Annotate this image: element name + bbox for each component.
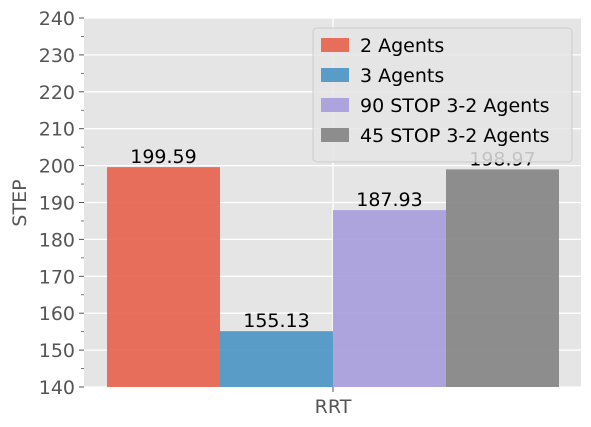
legend-swatch — [321, 68, 349, 82]
legend-box — [312, 27, 573, 163]
y-tick-label: 200 — [39, 156, 75, 178]
x-axis-ticks: RRT — [315, 387, 352, 418]
bar — [333, 210, 446, 387]
x-tick-label: RRT — [315, 396, 352, 418]
legend-swatch — [321, 98, 349, 112]
bars — [107, 167, 559, 387]
y-tick-label: 160 — [39, 303, 75, 325]
y-tick-label: 170 — [39, 266, 75, 288]
legend-label: 90 STOP 3-2 Agents — [360, 95, 550, 117]
bar — [446, 169, 559, 387]
bar — [107, 167, 220, 387]
legend-swatch — [321, 38, 349, 52]
bar-value-label: 199.59 — [130, 146, 196, 168]
y-axis-label: STEP — [9, 179, 31, 226]
legend-swatch — [321, 128, 349, 142]
legend: 2 Agents 3 Agents 90 STOP 3-2 Agents 45 STO… — [312, 27, 573, 163]
y-tick-label: 180 — [39, 229, 75, 251]
legend-label: 2 Agents — [360, 35, 444, 57]
y-tick-label: 140 — [39, 377, 75, 399]
y-tick-label: 190 — [39, 193, 75, 215]
legend-label: 3 Agents — [360, 65, 444, 87]
y-tick-label: 240 — [39, 8, 75, 30]
y-tick-label: 210 — [39, 119, 75, 141]
y-tick-label: 230 — [39, 45, 75, 67]
legend-label: 45 STOP 3-2 Agents — [360, 125, 550, 147]
bar-value-label: 155.13 — [243, 310, 309, 332]
y-axis-ticks: 140 150 160 170 180 190 200 210 220 230 240 — [39, 8, 84, 399]
y-tick-label: 220 — [39, 82, 75, 104]
y-tick-label: 150 — [39, 340, 75, 362]
bar — [220, 331, 333, 387]
bar-value-label: 187.93 — [356, 189, 422, 211]
